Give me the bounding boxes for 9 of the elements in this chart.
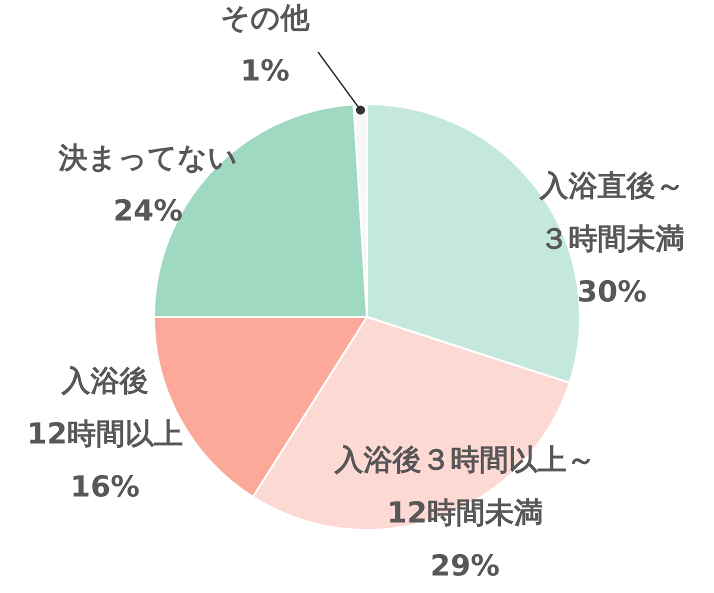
data-label: 24%: [113, 194, 183, 228]
data-label: 1%: [240, 54, 290, 88]
data-label: 29%: [430, 548, 500, 583]
data-label: 16%: [70, 470, 140, 504]
data-label: 30%: [577, 274, 647, 309]
slice-label: 入浴直後～３時間未満: [538, 168, 684, 256]
slice-label: 入浴後12時間以上: [26, 364, 184, 451]
slice-label: 入浴後３時間以上～12時間未満: [334, 442, 596, 530]
slice-label: その他: [220, 0, 310, 35]
